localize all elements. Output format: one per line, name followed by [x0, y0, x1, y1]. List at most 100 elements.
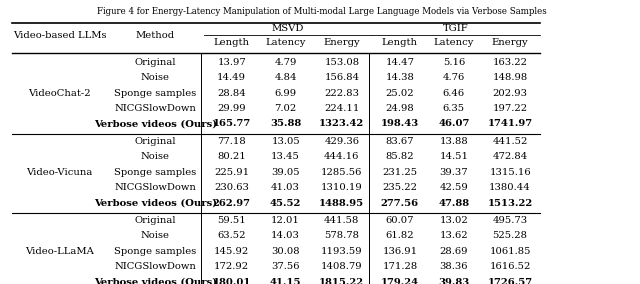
Text: 277.56: 277.56	[381, 199, 419, 208]
Text: 198.43: 198.43	[381, 120, 419, 128]
Text: Verbose videos (Ours): Verbose videos (Ours)	[94, 278, 217, 284]
Text: 156.84: 156.84	[324, 73, 360, 82]
Text: Latency: Latency	[434, 38, 474, 47]
Text: Sponge samples: Sponge samples	[115, 168, 196, 177]
Text: 444.16: 444.16	[324, 153, 360, 161]
Text: 39.83: 39.83	[438, 278, 470, 284]
Text: Length: Length	[214, 38, 250, 47]
Text: Original: Original	[134, 58, 176, 67]
Text: 39.37: 39.37	[440, 168, 468, 177]
Text: Method: Method	[136, 31, 175, 40]
Text: 6.46: 6.46	[443, 89, 465, 98]
Text: 235.22: 235.22	[383, 183, 417, 192]
Text: Sponge samples: Sponge samples	[115, 247, 196, 256]
Text: 224.11: 224.11	[324, 104, 360, 113]
Text: 1815.22: 1815.22	[319, 278, 364, 284]
Text: 1741.97: 1741.97	[488, 120, 532, 128]
Text: 429.36: 429.36	[324, 137, 359, 146]
Text: 37.56: 37.56	[271, 262, 300, 271]
Text: Video-LLaMA: Video-LLaMA	[25, 247, 94, 256]
Text: 13.62: 13.62	[440, 231, 468, 241]
Text: 28.69: 28.69	[440, 247, 468, 256]
Text: 46.07: 46.07	[438, 120, 470, 128]
Text: 13.88: 13.88	[440, 137, 468, 146]
Text: 83.67: 83.67	[386, 137, 414, 146]
Text: Energy: Energy	[323, 38, 360, 47]
Text: 230.63: 230.63	[214, 183, 249, 192]
Text: 1315.16: 1315.16	[489, 168, 531, 177]
Text: 7.02: 7.02	[275, 104, 297, 113]
Text: 441.58: 441.58	[324, 216, 360, 225]
Text: 153.08: 153.08	[324, 58, 360, 67]
Text: 12.01: 12.01	[271, 216, 300, 225]
Text: MSVD: MSVD	[271, 24, 304, 33]
Text: 578.78: 578.78	[324, 231, 359, 241]
Text: 13.45: 13.45	[271, 153, 300, 161]
Text: 145.92: 145.92	[214, 247, 249, 256]
Text: Original: Original	[134, 137, 176, 146]
Text: 1488.95: 1488.95	[319, 199, 364, 208]
Text: Energy: Energy	[492, 38, 529, 47]
Text: NICGSlowDown: NICGSlowDown	[115, 104, 196, 113]
Text: 13.97: 13.97	[217, 58, 246, 67]
Text: 4.76: 4.76	[443, 73, 465, 82]
Text: 1616.52: 1616.52	[490, 262, 531, 271]
Text: NICGSlowDown: NICGSlowDown	[115, 183, 196, 192]
Text: Sponge samples: Sponge samples	[115, 89, 196, 98]
Text: 179.24: 179.24	[381, 278, 419, 284]
Text: 41.03: 41.03	[271, 183, 300, 192]
Text: 1513.22: 1513.22	[488, 199, 532, 208]
Text: 14.51: 14.51	[440, 153, 468, 161]
Text: 136.91: 136.91	[382, 247, 417, 256]
Text: 63.52: 63.52	[218, 231, 246, 241]
Text: 1193.59: 1193.59	[321, 247, 363, 256]
Text: 1408.79: 1408.79	[321, 262, 363, 271]
Text: 262.97: 262.97	[212, 199, 251, 208]
Text: 29.99: 29.99	[218, 104, 246, 113]
Text: Length: Length	[382, 38, 418, 47]
Text: 1323.42: 1323.42	[319, 120, 364, 128]
Text: 171.28: 171.28	[382, 262, 417, 271]
Text: NICGSlowDown: NICGSlowDown	[115, 262, 196, 271]
Text: 225.91: 225.91	[214, 168, 249, 177]
Text: Verbose videos (Ours): Verbose videos (Ours)	[94, 199, 217, 208]
Text: 495.73: 495.73	[493, 216, 527, 225]
Text: Latency: Latency	[266, 38, 306, 47]
Text: 472.84: 472.84	[492, 153, 528, 161]
Text: 59.51: 59.51	[217, 216, 246, 225]
Text: Video-Vicuna: Video-Vicuna	[26, 168, 93, 177]
Text: 42.59: 42.59	[440, 183, 468, 192]
Text: Verbose videos (Ours): Verbose videos (Ours)	[94, 120, 217, 128]
Text: 4.84: 4.84	[275, 73, 297, 82]
Text: 1310.19: 1310.19	[321, 183, 363, 192]
Text: 1285.56: 1285.56	[321, 168, 362, 177]
Text: 1061.85: 1061.85	[490, 247, 531, 256]
Text: Noise: Noise	[141, 231, 170, 241]
Text: Video-based LLMs: Video-based LLMs	[13, 31, 106, 40]
Text: 14.49: 14.49	[217, 73, 246, 82]
Text: 197.22: 197.22	[493, 104, 527, 113]
Text: 4.79: 4.79	[275, 58, 297, 67]
Text: 14.03: 14.03	[271, 231, 300, 241]
Text: 38.36: 38.36	[440, 262, 468, 271]
Text: 6.99: 6.99	[275, 89, 297, 98]
Text: 1380.44: 1380.44	[489, 183, 531, 192]
Text: 24.98: 24.98	[385, 104, 414, 113]
Text: 80.21: 80.21	[217, 153, 246, 161]
Text: 85.82: 85.82	[385, 153, 414, 161]
Text: 13.02: 13.02	[440, 216, 468, 225]
Text: 35.88: 35.88	[270, 120, 301, 128]
Text: 6.35: 6.35	[443, 104, 465, 113]
Text: 231.25: 231.25	[382, 168, 417, 177]
Text: 39.05: 39.05	[271, 168, 300, 177]
Text: 163.22: 163.22	[493, 58, 527, 67]
Text: 148.98: 148.98	[492, 73, 528, 82]
Text: Noise: Noise	[141, 73, 170, 82]
Text: 222.83: 222.83	[324, 89, 359, 98]
Text: 61.82: 61.82	[385, 231, 414, 241]
Text: 525.28: 525.28	[493, 231, 527, 241]
Text: 60.07: 60.07	[386, 216, 414, 225]
Text: 41.15: 41.15	[270, 278, 301, 284]
Text: 172.92: 172.92	[214, 262, 249, 271]
Text: 25.02: 25.02	[385, 89, 414, 98]
